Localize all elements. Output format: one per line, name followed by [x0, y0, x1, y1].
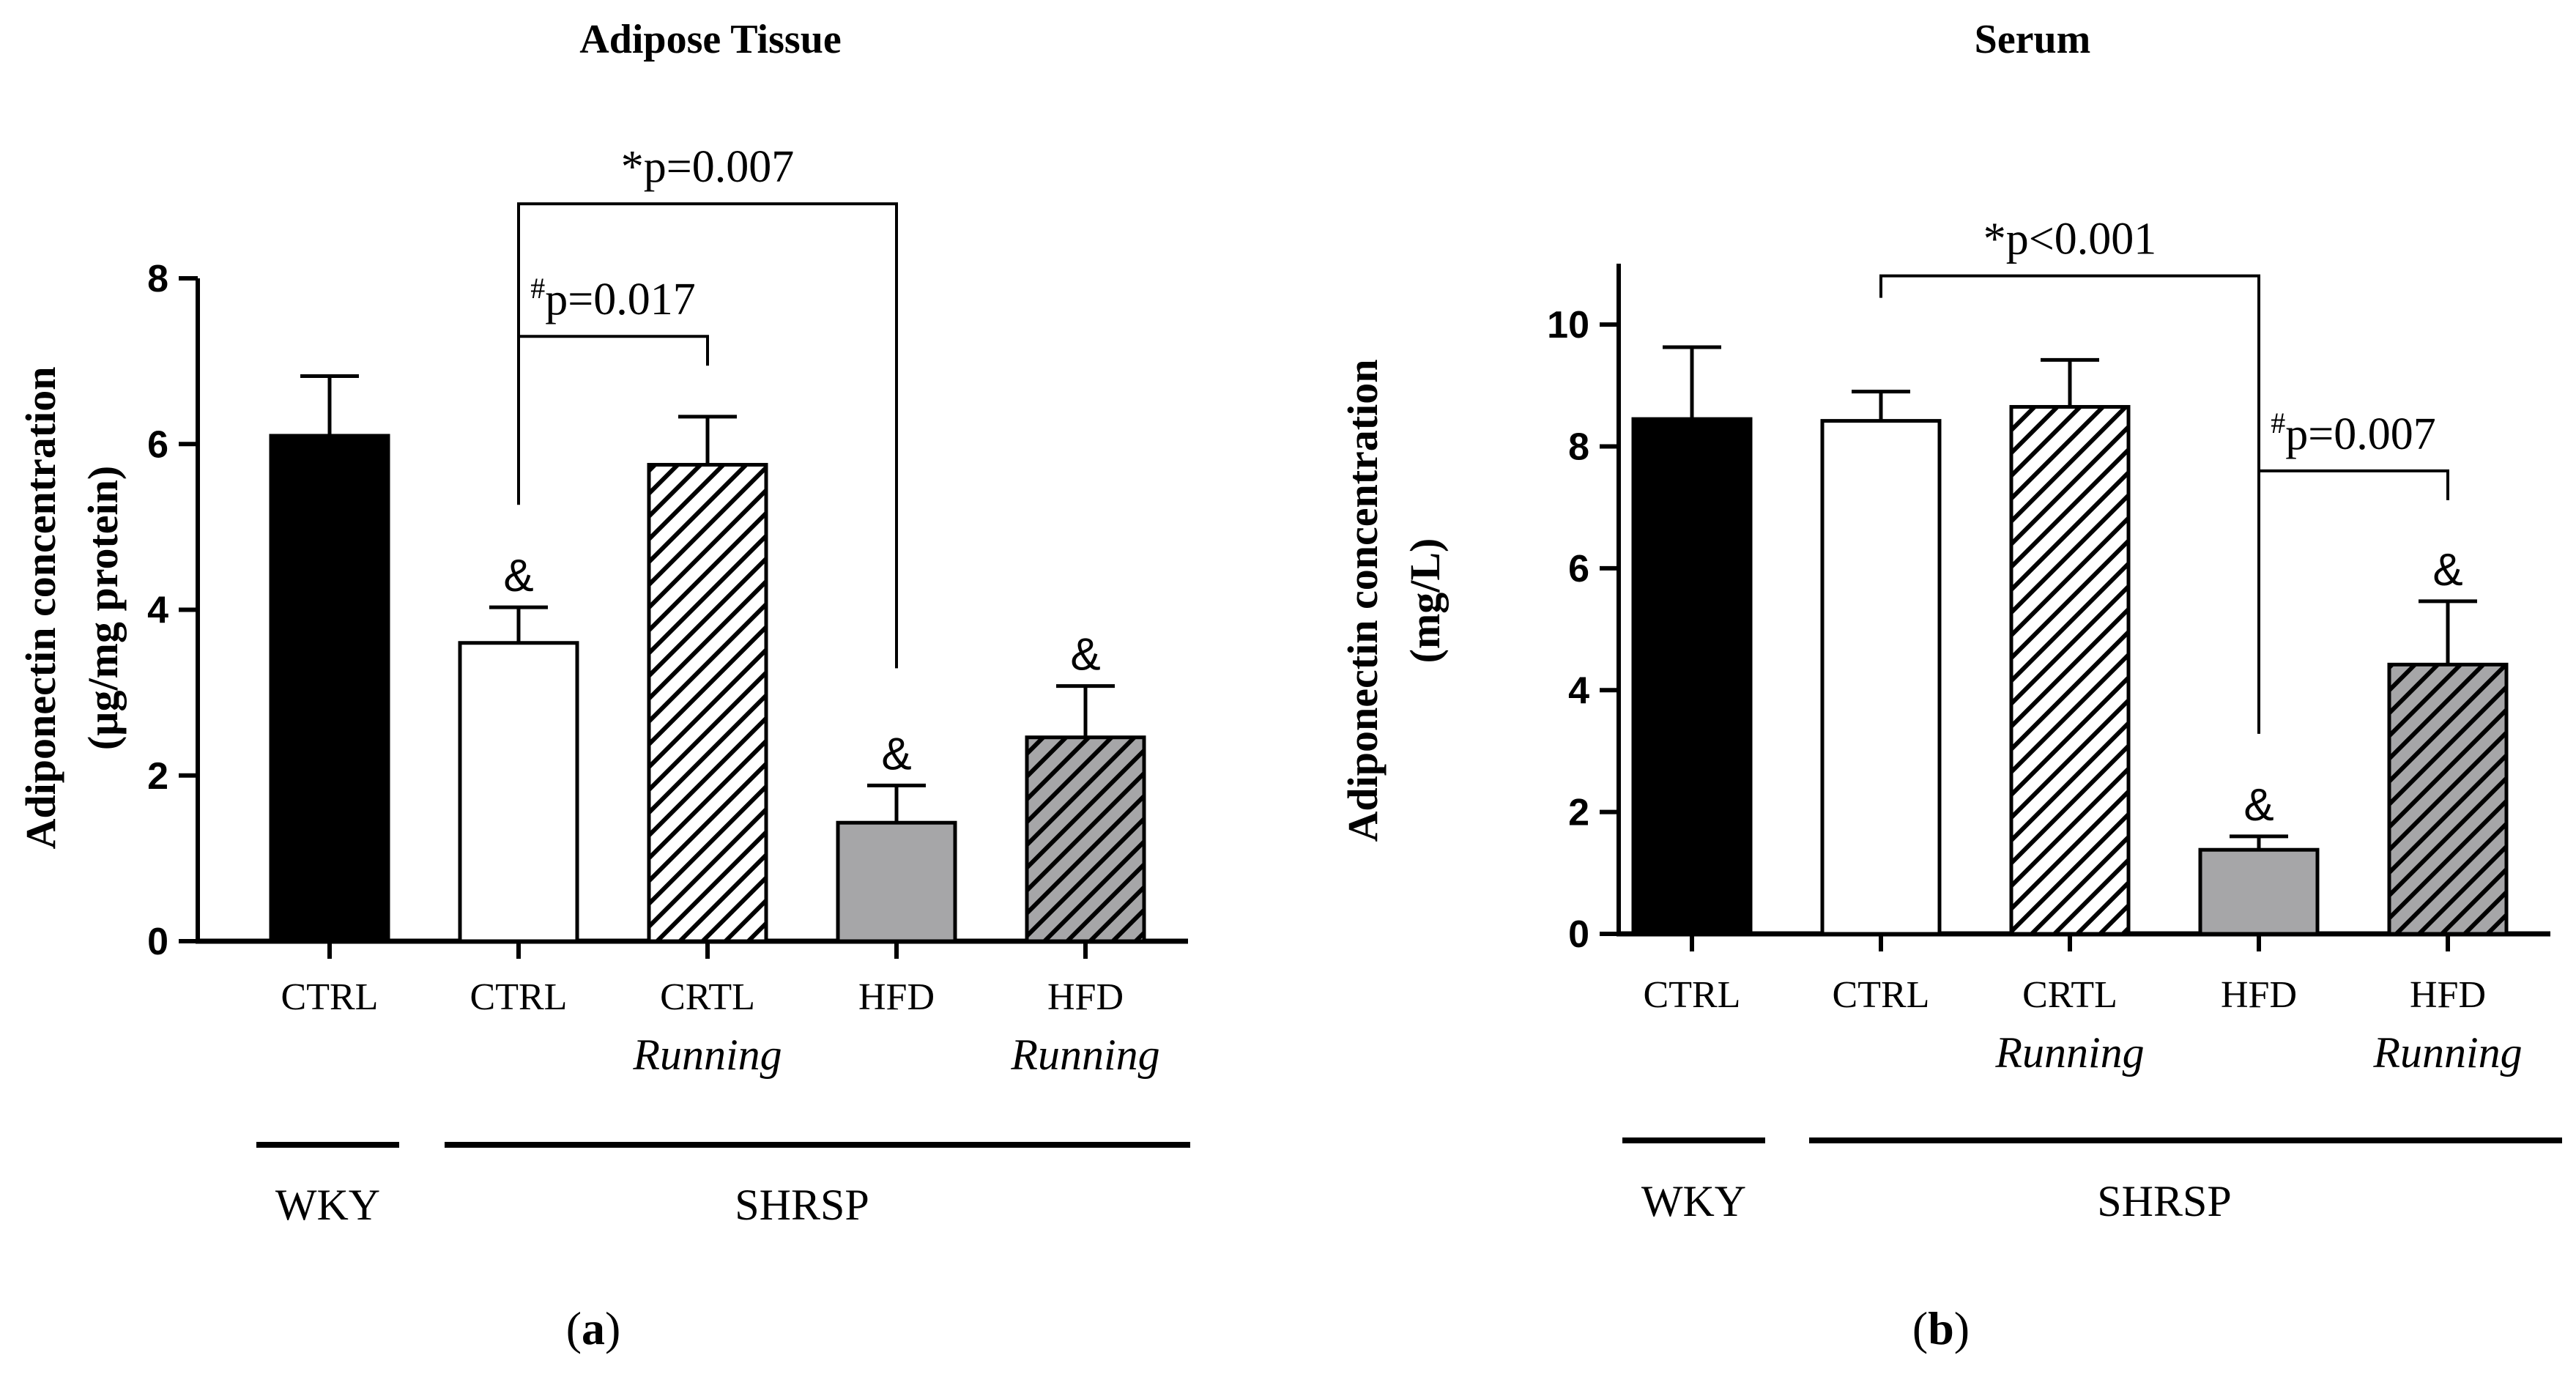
- panel-label: (a): [566, 1302, 621, 1354]
- y-tick-label: 8: [1568, 426, 1589, 469]
- comparison-label: *p<0.001: [1983, 215, 2156, 264]
- category-label: CTRL: [470, 976, 568, 1018]
- panel-b: Serum Adiponectin concentration (mg/L) 0 2 4 6…: [1339, 17, 2562, 1354]
- comparison-mark: #: [530, 272, 545, 305]
- panel-label: (b): [1912, 1302, 1970, 1354]
- y-tick-label: 0: [1568, 913, 1589, 956]
- comparison-mark: *: [1983, 215, 2006, 264]
- bar: [2009, 404, 2131, 936]
- y-axis-label: Adiponectin concentration: [17, 367, 64, 850]
- y-tick-label: 8: [147, 258, 168, 300]
- group-label: SHRSP: [2097, 1177, 2231, 1225]
- bar: [269, 434, 390, 943]
- comparison-bracket: [517, 335, 709, 505]
- comparison-label: *p=0.007: [621, 142, 794, 192]
- bar-significance-mark: &: [881, 729, 911, 779]
- bar: [647, 463, 768, 943]
- y-axis-label-unit: (mg/L): [1401, 538, 1449, 664]
- category-label: CTRL: [1644, 974, 1741, 1016]
- bar: [2198, 847, 2320, 936]
- category-sublabel: Running: [1994, 1028, 2144, 1077]
- category-sublabel: Running: [632, 1031, 782, 1079]
- category-label: CTRL: [1833, 974, 1930, 1016]
- y-tick-label: 0: [147, 921, 168, 963]
- group-label: WKY: [275, 1181, 380, 1229]
- group-label: SHRSP: [735, 1181, 869, 1229]
- y-tick-label: 4: [147, 590, 168, 632]
- y-tick-label: 4: [1568, 669, 1589, 712]
- bar: [458, 641, 579, 943]
- comparison-p-value: p=0.007: [644, 142, 794, 192]
- category-label: HFD: [2410, 974, 2486, 1016]
- y-tick-label: 6: [147, 423, 168, 466]
- comparison-label: #p=0.017: [530, 272, 695, 324]
- group-label: WKY: [1641, 1177, 1746, 1225]
- bar-significance-mark: &: [1070, 630, 1100, 680]
- y-tick-label: 2: [147, 755, 168, 798]
- category-label: CTRL: [281, 976, 379, 1018]
- category-label: HFD: [858, 976, 935, 1018]
- panel-a: Adipose Tissue Adiponectin concentration (…: [17, 17, 1190, 1354]
- comparison-bracket: [2257, 469, 2449, 734]
- bar-significance-mark: &: [2243, 780, 2274, 831]
- category-label: HFD: [2221, 974, 2297, 1016]
- category-sublabel: Running: [1010, 1031, 1159, 1079]
- y-tick-label: 2: [1568, 792, 1589, 834]
- bar-significance-mark: &: [503, 551, 533, 601]
- y-tick-label: 10: [1547, 304, 1589, 346]
- bar: [1820, 419, 1942, 936]
- category-label: HFD: [1047, 976, 1124, 1018]
- chart-title: Adipose Tissue: [579, 17, 841, 62]
- bar: [836, 820, 957, 943]
- comparison-p-value: p=0.017: [545, 275, 695, 324]
- bar: [1631, 417, 1753, 936]
- y-axis-label-unit: (µg/mg protein): [79, 466, 127, 750]
- comparison-mark: *: [621, 142, 644, 192]
- comparison-label: #p=0.007: [2271, 407, 2435, 459]
- y-axis-label: Adiponectin concentration: [1339, 360, 1387, 842]
- category-sublabel: Running: [2372, 1028, 2522, 1077]
- comparison-mark: #: [2271, 407, 2285, 439]
- comparison-p-value: p=0.007: [2285, 409, 2435, 459]
- y-tick-label: 6: [1568, 548, 1589, 590]
- bar: [1025, 735, 1146, 943]
- chart-title: Serum: [1975, 17, 2091, 62]
- category-label: CRTL: [660, 976, 755, 1018]
- category-label: CRTL: [2022, 974, 2117, 1016]
- bar-significance-mark: &: [2432, 545, 2462, 595]
- bar: [2387, 662, 2509, 936]
- comparison-p-value: p<0.001: [2006, 215, 2156, 264]
